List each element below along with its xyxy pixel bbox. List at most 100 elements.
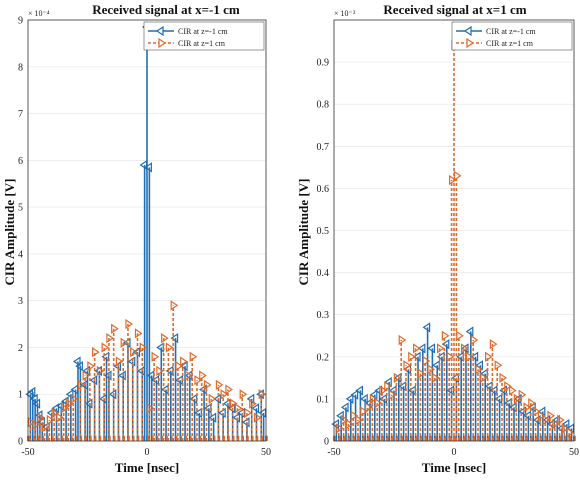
stem-marker (475, 364, 484, 375)
stem-marker (144, 162, 152, 173)
stem-marker (208, 412, 217, 423)
y-ticks-right: 0 0.1 0.2 0.3 0.4 0.5 0.6 0.7 0.8 0.9 (317, 58, 330, 448)
stem-marker (180, 356, 188, 367)
subplot-right: Received signal at x=1 cm × 10⁻³ CIR Amp… (296, 2, 579, 475)
stem-marker (99, 393, 107, 405)
stem-marker (513, 393, 522, 405)
stem-marker (239, 389, 248, 400)
legend-label-right: CIR at z=1 cm (486, 39, 534, 48)
stem-marker (393, 372, 402, 383)
stem-marker (75, 361, 83, 372)
stem-marker (350, 389, 359, 400)
x-tick-label: 50 (261, 447, 271, 458)
x-axis-label-right: Time [nsec] (422, 460, 486, 475)
stem-marker (87, 361, 95, 372)
stem-marker (65, 389, 74, 400)
stem-marker (108, 389, 117, 400)
stem-marker (341, 414, 349, 426)
stem-marker (485, 351, 493, 362)
stem-marker (30, 393, 38, 405)
stem-marker (465, 326, 474, 337)
stem-marker (518, 406, 527, 417)
y-tick-label: 7 (18, 109, 23, 120)
stem-marker (194, 407, 202, 419)
stem-marker (422, 355, 431, 367)
stem-marker (161, 332, 169, 344)
stem-marker (537, 410, 546, 421)
stem-marker (37, 412, 45, 423)
stem-marker (360, 406, 368, 417)
stem-marker (432, 360, 440, 371)
y-tick-label: 0.2 (317, 352, 330, 363)
stem-marker (528, 397, 536, 409)
stem-marker (345, 419, 354, 430)
legend-label-right: CIR at z=-1 cm (486, 27, 536, 36)
y-tick-label: 0 (18, 437, 23, 448)
y-tick-label: 6 (18, 156, 23, 167)
stem-marker (51, 403, 60, 414)
stem-marker (470, 334, 479, 346)
stem-marker (422, 322, 431, 333)
stem-marker (456, 330, 464, 341)
y-tick-label: 9 (18, 16, 23, 27)
stem-marker (203, 379, 212, 390)
stem-marker (532, 406, 541, 417)
stem-marker (403, 360, 412, 371)
stem-marker (139, 342, 148, 353)
y-axis-label-right: CIR Amplitude [V] (296, 179, 311, 286)
stem-marker (146, 403, 155, 414)
stem-marker (456, 351, 464, 362)
stem-marker (72, 356, 81, 367)
stem-marker (350, 410, 359, 421)
stem-marker (220, 389, 229, 400)
x-ticks-right: -50 0 50 (327, 447, 579, 458)
stem-marker (118, 370, 126, 381)
stem-marker (360, 393, 368, 405)
stem-marker (134, 328, 143, 339)
stem-marker (398, 334, 407, 346)
stem-marker (106, 332, 115, 344)
stem-marker (494, 360, 503, 371)
legend-marker (463, 25, 472, 37)
stem-marker (103, 370, 112, 381)
stem-marker (82, 370, 91, 381)
stem-marker (170, 300, 179, 311)
y-tick-label: 0.7 (317, 142, 330, 153)
stem-marker (232, 412, 241, 423)
stem-marker (127, 356, 136, 367)
stem-marker (208, 393, 217, 405)
stem-marker (89, 375, 98, 386)
stem-marker (70, 393, 79, 405)
stem-marker (46, 407, 55, 419)
stem-marker (427, 364, 436, 375)
stem-marker (369, 393, 378, 405)
stem-marker (27, 386, 36, 398)
stem-marker (417, 343, 426, 354)
stem-marker (111, 323, 119, 334)
stem-marker (222, 398, 231, 409)
x-tick-label: 0 (452, 447, 457, 458)
stem-marker (408, 351, 416, 362)
legend-box (143, 21, 265, 51)
stem-marker (215, 379, 224, 390)
y-tick-label: 3 (18, 296, 23, 307)
y-axis-label-left: CIR Amplitude [V] (2, 179, 17, 286)
stem-marker (137, 365, 145, 376)
stem-marker (51, 407, 60, 419)
stem-marker (234, 403, 243, 414)
stem-marker (552, 419, 560, 430)
stem-marker (470, 351, 479, 362)
stem-marker (34, 410, 43, 421)
stem-marker (125, 318, 134, 330)
stem-marker (251, 403, 260, 414)
stem-marker (151, 351, 160, 362)
x-tick-label: -50 (327, 447, 340, 458)
stem-marker (84, 398, 93, 409)
stem-marker (61, 403, 69, 414)
stem-marker (218, 407, 226, 419)
stem-marker (253, 412, 262, 423)
stem-marker (451, 372, 459, 383)
x-tick-label: 0 (145, 447, 150, 458)
stem-marker (77, 379, 86, 390)
stem-marker (189, 351, 198, 362)
